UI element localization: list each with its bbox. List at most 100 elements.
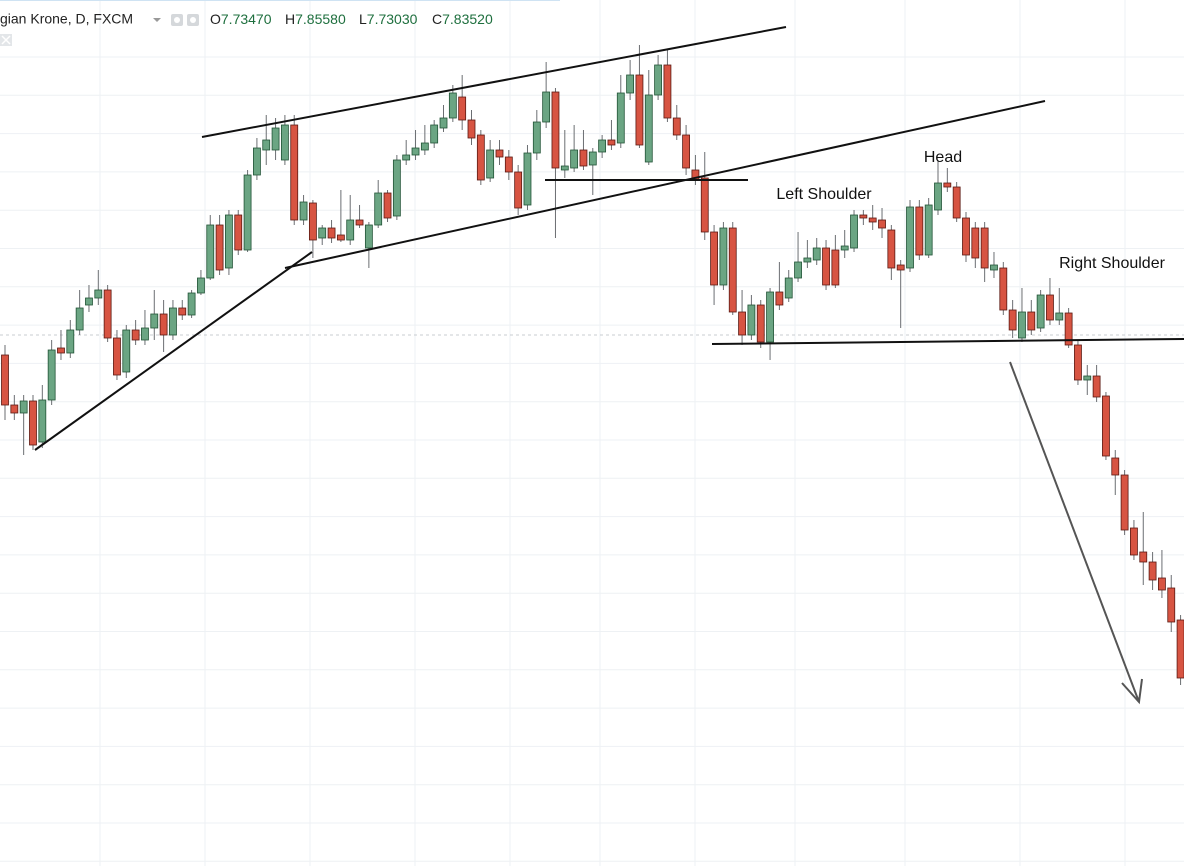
candle-body: [1176, 619, 1184, 679]
candle-body: [1092, 375, 1101, 398]
candle-body: [1027, 311, 1036, 331]
candle-body: [822, 247, 830, 286]
candle-body: [131, 329, 140, 341]
ohlc-open: O7.73470: [210, 11, 272, 27]
candle-body: [290, 124, 299, 221]
candle-body: [141, 327, 149, 341]
candle-body: [626, 74, 635, 94]
candle-body: [47, 349, 56, 401]
candle-body: [812, 247, 821, 261]
annotation: Left Shoulder: [776, 186, 872, 203]
symbol-title: gian Krone, D, FXCM: [0, 11, 133, 27]
candle-body: [458, 96, 467, 121]
candle-body: [299, 201, 308, 221]
candle-body: [906, 206, 914, 269]
candle-body: [467, 119, 476, 139]
dropdown-icon[interactable]: [153, 18, 161, 22]
candle-body: [122, 329, 131, 373]
candle-body: [243, 174, 252, 251]
candle-body: [607, 139, 616, 146]
candle-body: [1074, 344, 1082, 381]
candle-body: [346, 219, 355, 241]
candles: [1, 45, 1184, 685]
candle-body: [448, 92, 457, 119]
down-arrow: [1009, 361, 1143, 705]
candle-body: [868, 217, 877, 223]
candle-body: [1008, 309, 1017, 331]
trend-line: [34, 251, 313, 451]
candle-body: [262, 139, 271, 151]
candle-body: [308, 202, 317, 241]
candle-body: [392, 159, 401, 217]
ohlc-close: C7.83520: [432, 11, 493, 27]
candle-body: [840, 245, 849, 251]
candle-body: [654, 64, 662, 96]
candle-body: [859, 214, 868, 219]
candle-body: [1148, 561, 1157, 581]
candle-body: [803, 257, 812, 263]
candle-body: [1120, 474, 1129, 531]
candle-body: [374, 192, 383, 226]
candle-body: [990, 264, 998, 271]
candle-body: [1064, 312, 1073, 346]
candle-body: [66, 329, 75, 354]
candle-body: [635, 74, 644, 146]
candle-body: [766, 291, 774, 343]
candle-body: [924, 204, 933, 256]
candle-body: [504, 156, 513, 173]
channel-upper-line: [201, 26, 787, 138]
candle-body: [1139, 551, 1148, 563]
settings-icon-dot: [190, 17, 196, 23]
candle-body: [542, 91, 551, 123]
candle-body: [364, 224, 373, 249]
candle-body: [887, 229, 896, 269]
candle-body: [616, 92, 625, 144]
candle-body: [383, 192, 392, 219]
drawings: [34, 26, 1184, 705]
candle-body: [280, 124, 289, 161]
candle-body: [215, 224, 224, 271]
candle-body: [355, 219, 364, 226]
candle-body: [710, 231, 718, 286]
candle-body: [579, 149, 588, 167]
candle-body: [598, 139, 607, 153]
candle-body: [523, 152, 532, 206]
candle-body: [29, 400, 37, 446]
candle-body: [103, 289, 112, 339]
candle-body: [915, 206, 924, 256]
candle-body: [1167, 587, 1176, 623]
candle-body: [999, 267, 1008, 311]
candle-body: [663, 64, 672, 119]
candle-body: [1018, 311, 1026, 339]
candle-body: [113, 337, 121, 376]
candle-body: [169, 307, 177, 336]
candle-body: [896, 264, 905, 271]
candle-body: [430, 124, 439, 144]
candle-body: [327, 227, 336, 239]
candle-body: [150, 313, 159, 329]
close-icon-cross: [1, 35, 11, 45]
candle-body: [420, 142, 429, 151]
candle-body: [495, 149, 504, 158]
candle-body: [850, 214, 858, 249]
candle-body: [187, 292, 196, 316]
candle-body: [1046, 294, 1054, 321]
candle-body: [784, 277, 793, 299]
candle-body: [1, 354, 9, 406]
candle-body: [756, 304, 765, 343]
candle-body: [402, 154, 411, 161]
candle-body: [971, 227, 980, 259]
channel-lower-line: [284, 100, 1046, 269]
candle-body: [738, 311, 746, 336]
candle-body: [486, 149, 495, 179]
candle-body: [682, 134, 690, 169]
candle-body: [1158, 577, 1166, 591]
candle-body: [644, 94, 653, 163]
candle-body: [178, 307, 187, 316]
ohlc-high: H7.85580: [285, 11, 346, 27]
candle-body: [943, 182, 952, 188]
candle-body: [700, 177, 709, 233]
candle-body: [85, 297, 93, 306]
candle-body: [560, 165, 569, 171]
